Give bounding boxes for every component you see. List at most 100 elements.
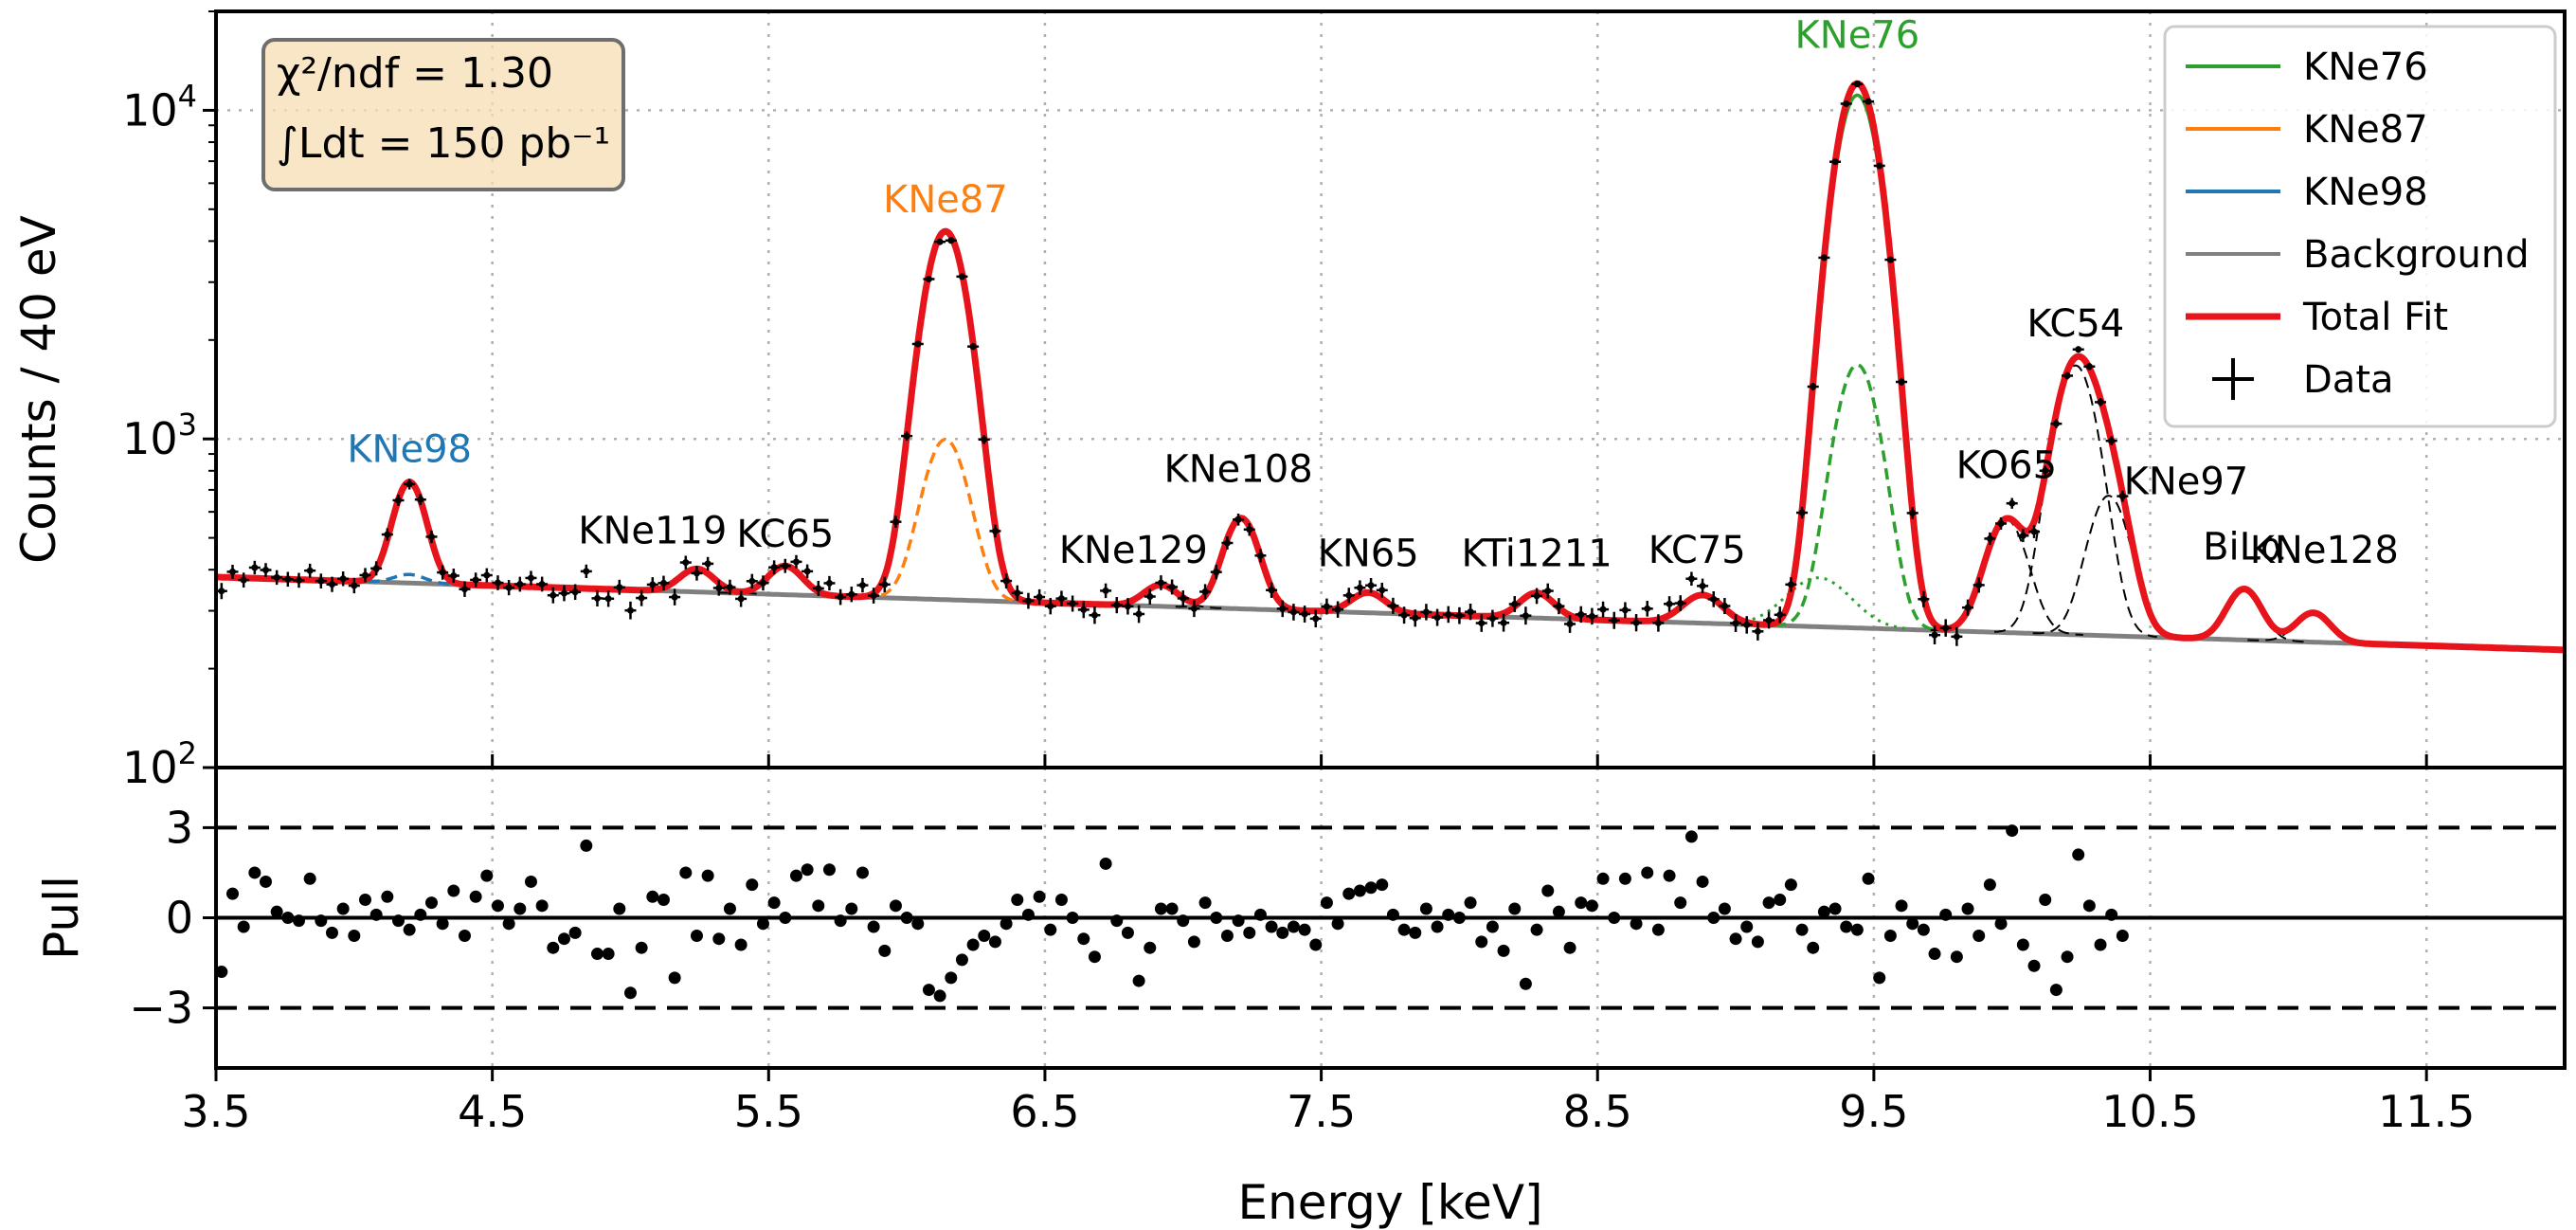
data-point xyxy=(439,569,446,576)
pull-point xyxy=(1165,902,1179,915)
pull-point xyxy=(1541,884,1555,897)
data-point xyxy=(1014,589,1021,597)
data-point xyxy=(1279,605,1287,612)
pull-point xyxy=(1608,912,1621,924)
pull-point xyxy=(756,917,769,931)
pull-point xyxy=(2082,899,2096,913)
pull-point xyxy=(1850,923,1864,936)
pull-point xyxy=(513,902,527,915)
data-point xyxy=(825,579,833,587)
pull-point xyxy=(1950,950,1963,964)
data-point xyxy=(1201,588,1209,595)
data-point xyxy=(295,576,302,584)
data-point xyxy=(1036,593,1043,601)
data-point xyxy=(2075,346,2082,353)
data-point xyxy=(604,595,612,603)
pull-point xyxy=(1530,923,1543,936)
pull-point xyxy=(436,917,449,931)
pull-point xyxy=(1154,902,1167,915)
pull-point xyxy=(767,896,781,910)
pull-point xyxy=(1828,902,1842,915)
x-tick-label: 9.5 xyxy=(1839,1086,1908,1137)
pull-point xyxy=(403,923,416,936)
pull-point xyxy=(1110,914,1124,928)
data-point xyxy=(1931,631,1938,639)
pull-point xyxy=(491,899,504,913)
data-point xyxy=(1522,612,1529,620)
peak-label-KNe128: KNe128 xyxy=(2250,529,2399,572)
data-point xyxy=(903,432,910,440)
data-point xyxy=(1843,99,1850,107)
data-point xyxy=(483,571,491,579)
data-point xyxy=(1234,516,1242,523)
pull-point xyxy=(2039,893,2052,906)
data-point xyxy=(1732,620,1739,627)
data-point xyxy=(693,570,700,577)
pull-point xyxy=(2105,908,2118,921)
y-tick-label: 103 xyxy=(122,407,197,464)
pull-point xyxy=(1210,912,1223,924)
pull-point xyxy=(1132,974,1145,987)
legend: KNe76 KNe87 KNe98 Background Total Fit Data xyxy=(2163,25,2557,428)
legend-label-KNe76: KNe76 xyxy=(2303,45,2428,89)
pull-point xyxy=(1144,941,1157,954)
pull-point xyxy=(2027,959,2041,972)
data-point xyxy=(1544,588,1552,595)
data-point xyxy=(947,237,955,244)
data-point xyxy=(1787,581,1794,588)
pull-point xyxy=(822,863,836,877)
peak-label-KNe119: KNe119 xyxy=(578,510,727,553)
peak-label-KNe87: KNe87 xyxy=(883,178,1008,222)
pull-point xyxy=(1177,914,1190,928)
data-point xyxy=(1367,582,1375,589)
peak-label-KO65: KO65 xyxy=(1956,444,2057,488)
data-point xyxy=(1864,98,1872,105)
pull-point xyxy=(1973,930,1986,943)
legend-box xyxy=(2163,25,2557,428)
data-point xyxy=(782,562,789,570)
data-point xyxy=(925,275,932,282)
data-point xyxy=(460,586,468,593)
data-point xyxy=(1533,592,1540,600)
data-point xyxy=(1666,600,1673,607)
pull-point xyxy=(856,866,869,879)
pull-point xyxy=(447,884,460,897)
pull-point xyxy=(1376,878,1389,892)
peak-label-BiLα: BiLα xyxy=(2203,525,2285,569)
data-point xyxy=(2085,363,2093,371)
pull-point xyxy=(867,920,880,933)
pull-point xyxy=(723,902,736,915)
pull-point xyxy=(945,971,958,985)
data-point xyxy=(1190,605,1198,612)
component-KNe98 xyxy=(350,572,470,587)
data-point xyxy=(1455,612,1463,620)
pull-point xyxy=(1873,971,1886,985)
data-point xyxy=(1301,610,1308,618)
data-point xyxy=(770,564,778,571)
pull-point xyxy=(1309,938,1323,951)
data-point xyxy=(1246,526,1253,534)
pull-y-tick-label: −3 xyxy=(129,983,193,1034)
data-point xyxy=(2118,493,2126,500)
pull-point xyxy=(325,926,338,939)
data-point xyxy=(848,590,856,598)
data-point xyxy=(1919,595,1927,603)
data-point xyxy=(1356,584,1363,591)
pull-point xyxy=(1000,917,1013,931)
data-point xyxy=(1090,611,1098,619)
data-point xyxy=(1654,619,1662,626)
data-point xyxy=(394,497,402,504)
data-point xyxy=(1611,617,1618,624)
data-point xyxy=(1720,603,1728,610)
data-point xyxy=(2042,467,2049,475)
data-point xyxy=(1168,583,1176,590)
pull-point xyxy=(1386,908,1399,921)
data-point xyxy=(1422,608,1430,616)
legend-label-KNe98: KNe98 xyxy=(2303,171,2428,214)
pull-point xyxy=(2006,824,2019,838)
legend-label-Total Fit: Total Fit xyxy=(2302,296,2448,339)
legend-label-KNe87: KNe87 xyxy=(2303,108,2428,152)
pull-y-tick-label: 0 xyxy=(166,893,193,944)
data-point xyxy=(339,575,347,583)
